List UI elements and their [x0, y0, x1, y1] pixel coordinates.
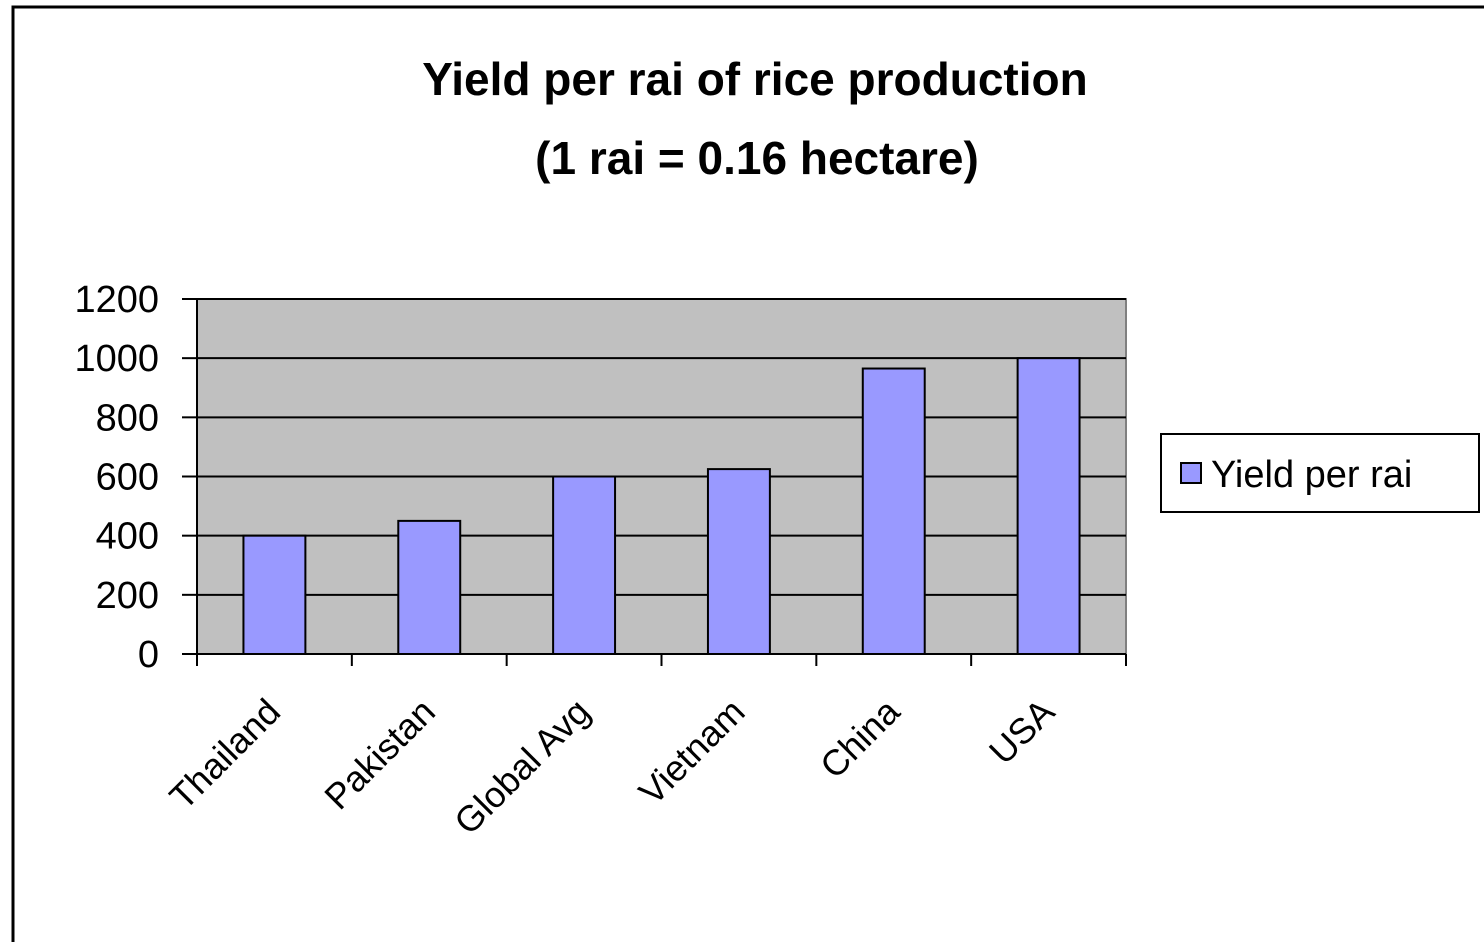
y-tick-label: 800 — [96, 397, 159, 439]
y-tick-label: 1000 — [74, 338, 159, 380]
y-tick-label: 0 — [138, 634, 159, 676]
y-tick-label: 1200 — [74, 279, 159, 321]
bar — [861, 367, 926, 655]
legend-label: Yield per rai — [1211, 454, 1412, 496]
bar — [1016, 357, 1081, 655]
chart-subtitle: (1 rai = 0.16 hectare) — [535, 132, 979, 184]
chart-title: Yield per rai of rice production — [422, 53, 1087, 105]
y-tick-label: 600 — [96, 457, 159, 499]
bar — [397, 519, 462, 655]
bar — [706, 468, 771, 655]
bar — [552, 475, 617, 655]
y-tick-label: 400 — [96, 516, 159, 558]
legend-box — [1160, 433, 1480, 513]
y-tick-label: 200 — [96, 575, 159, 617]
bar — [242, 534, 307, 656]
legend-swatch — [1180, 462, 1202, 484]
